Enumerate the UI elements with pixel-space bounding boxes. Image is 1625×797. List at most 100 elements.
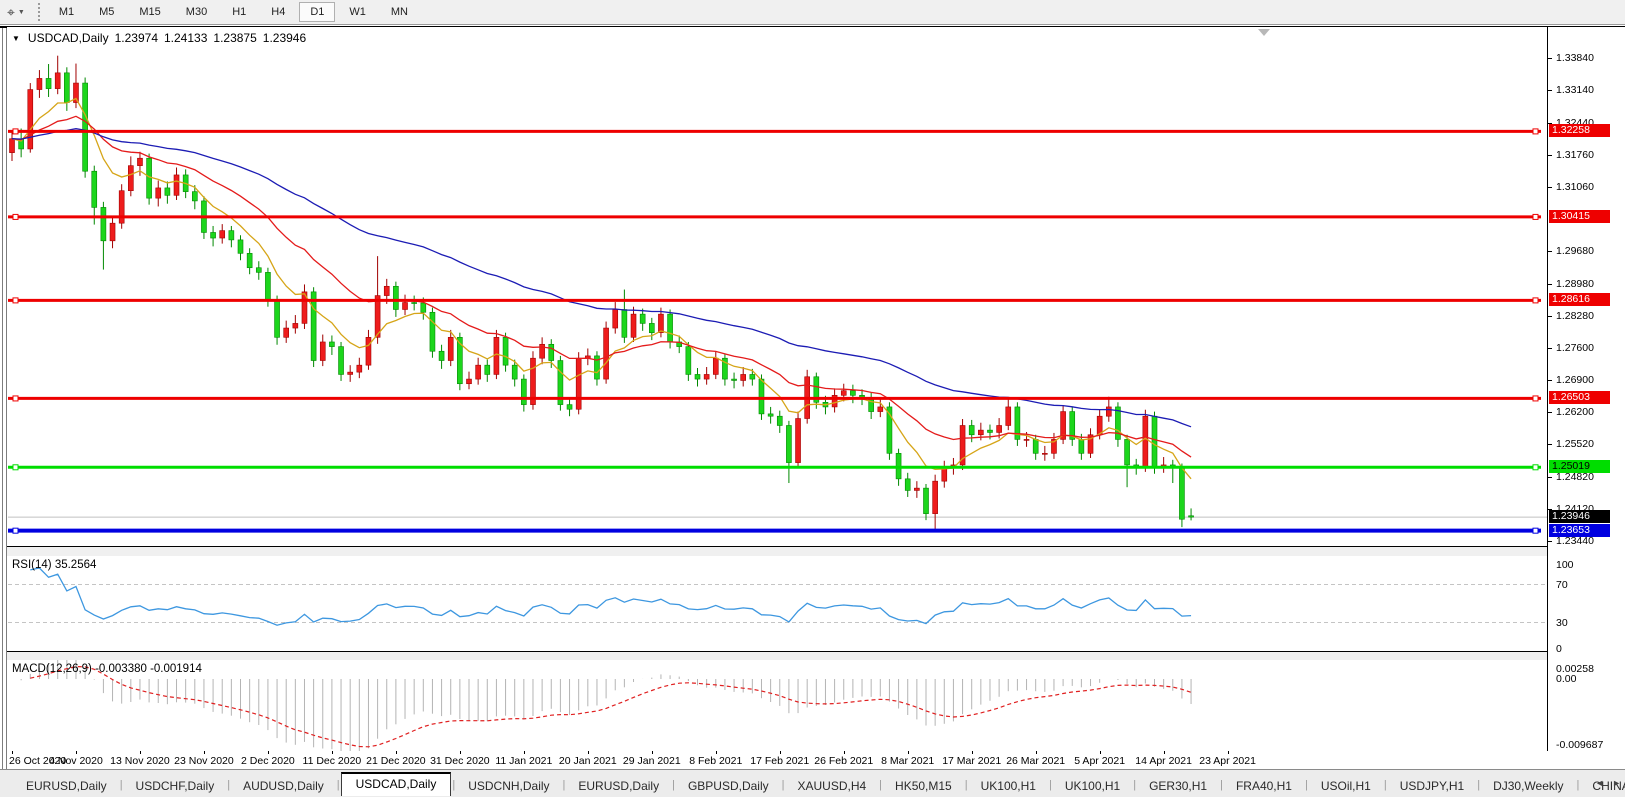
candle-body bbox=[54, 72, 61, 89]
level-handle[interactable] bbox=[12, 395, 19, 402]
date-tick-mark bbox=[267, 751, 269, 754]
chart-tab-dj30-weekly[interactable]: DJ30,Weekly bbox=[1493, 779, 1564, 793]
candle-body bbox=[530, 357, 536, 405]
pane-resize-divider[interactable] bbox=[7, 547, 1548, 556]
date-tick-mark bbox=[971, 751, 973, 754]
macd-pane[interactable] bbox=[7, 660, 1548, 751]
tab-separator: | bbox=[1304, 778, 1308, 791]
timeframe-button-mn[interactable]: MN bbox=[390, 6, 408, 18]
candle-body bbox=[813, 376, 820, 403]
level-handle[interactable] bbox=[1532, 213, 1539, 220]
timeframe-button-h1[interactable]: H1 bbox=[232, 6, 247, 18]
chart-tab-usdjpy-h1[interactable]: USDJPY,H1 bbox=[1399, 779, 1465, 793]
timeframe-button-h4[interactable]: H4 bbox=[271, 6, 286, 18]
chart-tab-eurusd-daily[interactable]: EURUSD,Daily bbox=[578, 779, 660, 793]
price-tick-mark bbox=[1548, 347, 1552, 349]
date-tick-mark bbox=[12, 751, 13, 754]
price-axis[interactable]: 1.33840 1.33140 1.32440 1.31760 1.31060 1.296… bbox=[1548, 27, 1625, 769]
candle-body bbox=[1051, 439, 1057, 454]
level-handle[interactable] bbox=[1532, 128, 1539, 135]
candle-body bbox=[493, 337, 500, 375]
chart-tab-gbpusd-daily[interactable]: GBPUSD,Daily bbox=[687, 779, 769, 793]
candle-body bbox=[393, 285, 399, 310]
candle-body bbox=[978, 429, 984, 436]
price-tick-label: 1.23440 bbox=[1556, 534, 1594, 547]
price-tick-label: 1.28980 bbox=[1556, 277, 1594, 290]
chart-tab-xauusd-h4[interactable]: XAUUSD,H4 bbox=[797, 779, 867, 793]
date-axis[interactable]: 26 Oct 2020 4 Nov 2020 13 Nov 2020 23 Nov 2… bbox=[7, 751, 1548, 769]
pane-resize-divider[interactable] bbox=[7, 652, 1548, 660]
level-handle[interactable] bbox=[1532, 297, 1539, 304]
candle-body bbox=[429, 311, 436, 352]
tab-scroll-right-icon[interactable]: ► bbox=[1612, 778, 1621, 788]
chart-tab-audusd-daily[interactable]: AUDUSD,Daily bbox=[243, 779, 324, 793]
candle-body bbox=[374, 295, 381, 338]
candle-body bbox=[164, 187, 171, 196]
date-tick-label: 11 Dec 2020 bbox=[302, 755, 362, 767]
level-handle[interactable] bbox=[12, 128, 19, 135]
timeframe-button-m1[interactable]: M1 bbox=[58, 6, 75, 18]
candle-body bbox=[45, 78, 52, 89]
level-handle[interactable] bbox=[1532, 464, 1539, 471]
candle-body bbox=[246, 253, 253, 269]
cursor-tool-button[interactable]: ⌖ ▼ bbox=[4, 4, 28, 20]
candle-body bbox=[776, 415, 783, 426]
date-tick-mark bbox=[1163, 751, 1165, 754]
chart-tab-uk100-h1[interactable]: UK100,H1 bbox=[1064, 779, 1121, 793]
candle-body bbox=[283, 327, 290, 338]
candle-body bbox=[310, 291, 317, 361]
level-handle[interactable] bbox=[12, 527, 19, 534]
candle-body bbox=[137, 157, 143, 166]
level-handle[interactable] bbox=[12, 297, 19, 304]
chart-tab-hk50-m15[interactable]: HK50,M15 bbox=[895, 779, 952, 793]
price-tick-label: 1.26900 bbox=[1556, 374, 1594, 387]
level-handle[interactable] bbox=[12, 464, 19, 471]
level-handle[interactable] bbox=[12, 213, 19, 220]
level-price-label-1.30415: 1.30415 bbox=[1549, 209, 1610, 223]
candle-body bbox=[338, 346, 344, 375]
level-price-label-1.28616: 1.28616 bbox=[1549, 293, 1610, 307]
price-chart-pane[interactable] bbox=[7, 27, 1548, 546]
date-tick-label: 26 Feb 2021 bbox=[814, 755, 874, 767]
date-tick-label: 13 Nov 2020 bbox=[110, 755, 170, 767]
toolbar-grip bbox=[37, 3, 40, 21]
ma-mid-line[interactable] bbox=[11, 115, 1192, 458]
chart-shift-marker[interactable] bbox=[1258, 29, 1270, 36]
timeframe-button-m15[interactable]: M15 bbox=[139, 6, 161, 18]
tab-scroll-left-icon[interactable]: ◄ bbox=[1595, 778, 1605, 788]
date-tick-label: 8 Feb 2021 bbox=[689, 755, 743, 767]
chart-tab-fra40-h1[interactable]: FRA40,H1 bbox=[1235, 779, 1292, 793]
chart-tab-usdcnh-daily[interactable]: USDCNH,Daily bbox=[468, 779, 550, 793]
price-tick-mark bbox=[1548, 380, 1552, 382]
price-tick-mark bbox=[1548, 58, 1552, 59]
candle-body bbox=[155, 187, 162, 199]
candle-body bbox=[210, 232, 216, 239]
date-tick-label: 17 Feb 2021 bbox=[750, 755, 810, 767]
level-handle[interactable] bbox=[1532, 527, 1539, 534]
chart-tab-usdcad-daily[interactable]: USDCAD,Daily bbox=[340, 772, 452, 796]
timeframe-button-w1[interactable]: W1 bbox=[349, 6, 366, 18]
candle-body bbox=[575, 357, 582, 410]
timeframe-button-m30[interactable]: M30 bbox=[185, 6, 208, 18]
timeframe-button-d1[interactable]: D1 bbox=[299, 2, 336, 22]
rsi-pane[interactable] bbox=[7, 556, 1548, 651]
tab-separator: | bbox=[781, 778, 785, 791]
chart-tab-ger30-h1[interactable]: GER30,H1 bbox=[1149, 779, 1208, 793]
chart-tab-eurusd-daily[interactable]: EURUSD,Daily bbox=[26, 779, 107, 793]
timeframe-button-m5[interactable]: M5 bbox=[99, 6, 115, 18]
price-tick-label: 1.31760 bbox=[1556, 148, 1594, 161]
chart-tab-usdchf-daily[interactable]: USDCHF,Daily bbox=[135, 779, 215, 793]
chart-tab-uk100-h1[interactable]: UK100,H1 bbox=[980, 779, 1036, 793]
tab-separator: | bbox=[227, 778, 231, 791]
chart-tab-usoil-h1[interactable]: USOil,H1 bbox=[1320, 779, 1371, 793]
level-handle[interactable] bbox=[1532, 395, 1539, 402]
ma-slow-line[interactable] bbox=[11, 128, 1192, 428]
price-tick-mark bbox=[1548, 154, 1552, 156]
ma-fast-line[interactable] bbox=[11, 97, 1192, 480]
collapse-arrow-icon[interactable]: ▼ bbox=[12, 33, 20, 43]
date-tick-label: 23 Nov 2020 bbox=[174, 755, 234, 767]
candle-body bbox=[1188, 515, 1194, 518]
candle-body bbox=[301, 291, 308, 324]
chart-tab-china300-h1[interactable]: CHINA300,H1 bbox=[1592, 779, 1625, 793]
candle-body bbox=[648, 323, 655, 333]
